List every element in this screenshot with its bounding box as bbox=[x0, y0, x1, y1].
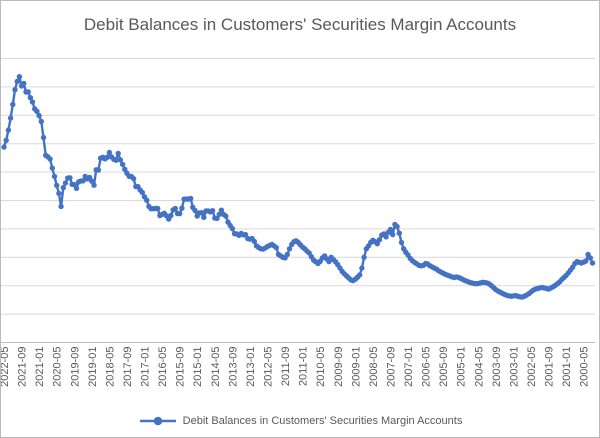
svg-text:2016-05: 2016-05 bbox=[157, 347, 169, 387]
gridlines bbox=[1, 58, 595, 343]
svg-text:2001-01: 2001-01 bbox=[561, 347, 573, 387]
svg-text:2003-01: 2003-01 bbox=[508, 347, 520, 387]
svg-text:2007-01: 2007-01 bbox=[403, 347, 415, 387]
svg-text:2007-09: 2007-09 bbox=[386, 347, 398, 387]
svg-text:2002-05: 2002-05 bbox=[526, 347, 538, 387]
svg-text:2012-05: 2012-05 bbox=[263, 347, 275, 387]
svg-text:2019-01: 2019-01 bbox=[87, 347, 99, 387]
svg-text:2017-09: 2017-09 bbox=[122, 347, 134, 387]
svg-text:2022-05: 2022-05 bbox=[1, 347, 11, 387]
svg-text:2011-09: 2011-09 bbox=[280, 347, 292, 387]
chart-legend: Debit Balances in Customers' Securities … bbox=[1, 415, 599, 427]
svg-text:2005-01: 2005-01 bbox=[456, 347, 468, 387]
svg-text:2018-05: 2018-05 bbox=[104, 347, 116, 387]
svg-text:2019-09: 2019-09 bbox=[69, 347, 81, 387]
svg-text:2015-09: 2015-09 bbox=[175, 347, 187, 387]
svg-text:2003-09: 2003-09 bbox=[491, 347, 503, 387]
svg-text:2009-01: 2009-01 bbox=[350, 347, 362, 387]
x-axis-labels: 2022-05 2021-09 2021-01 2020-05 2019-09 2019-… bbox=[1, 347, 591, 387]
svg-text:2021-09: 2021-09 bbox=[17, 347, 29, 387]
svg-text:2005-09: 2005-09 bbox=[438, 347, 450, 387]
svg-text:2013-01: 2013-01 bbox=[245, 347, 257, 387]
chart-title: Debit Balances in Customers' Securities … bbox=[83, 15, 517, 34]
svg-text:2004-05: 2004-05 bbox=[473, 347, 485, 387]
svg-text:2015-01: 2015-01 bbox=[192, 347, 204, 387]
legend-label: Debit Balances in Customers' Securities … bbox=[182, 415, 463, 427]
svg-text:2011-01: 2011-01 bbox=[298, 347, 310, 387]
svg-text:2013-09: 2013-09 bbox=[227, 347, 239, 387]
svg-text:2000-05: 2000-05 bbox=[579, 347, 591, 387]
legend-line-marker-icon bbox=[139, 416, 176, 426]
svg-text:2008-05: 2008-05 bbox=[368, 347, 380, 387]
svg-text:2006-05: 2006-05 bbox=[421, 347, 433, 387]
svg-text:2020-05: 2020-05 bbox=[52, 347, 64, 387]
svg-text:2001-09: 2001-09 bbox=[544, 347, 556, 387]
series-markers bbox=[1, 74, 596, 300]
svg-text:2009-09: 2009-09 bbox=[333, 347, 345, 387]
svg-text:2021-01: 2021-01 bbox=[34, 347, 46, 387]
svg-text:2010-05: 2010-05 bbox=[315, 347, 327, 387]
svg-text:2017-01: 2017-01 bbox=[140, 347, 152, 387]
svg-text:2014-05: 2014-05 bbox=[210, 347, 222, 387]
